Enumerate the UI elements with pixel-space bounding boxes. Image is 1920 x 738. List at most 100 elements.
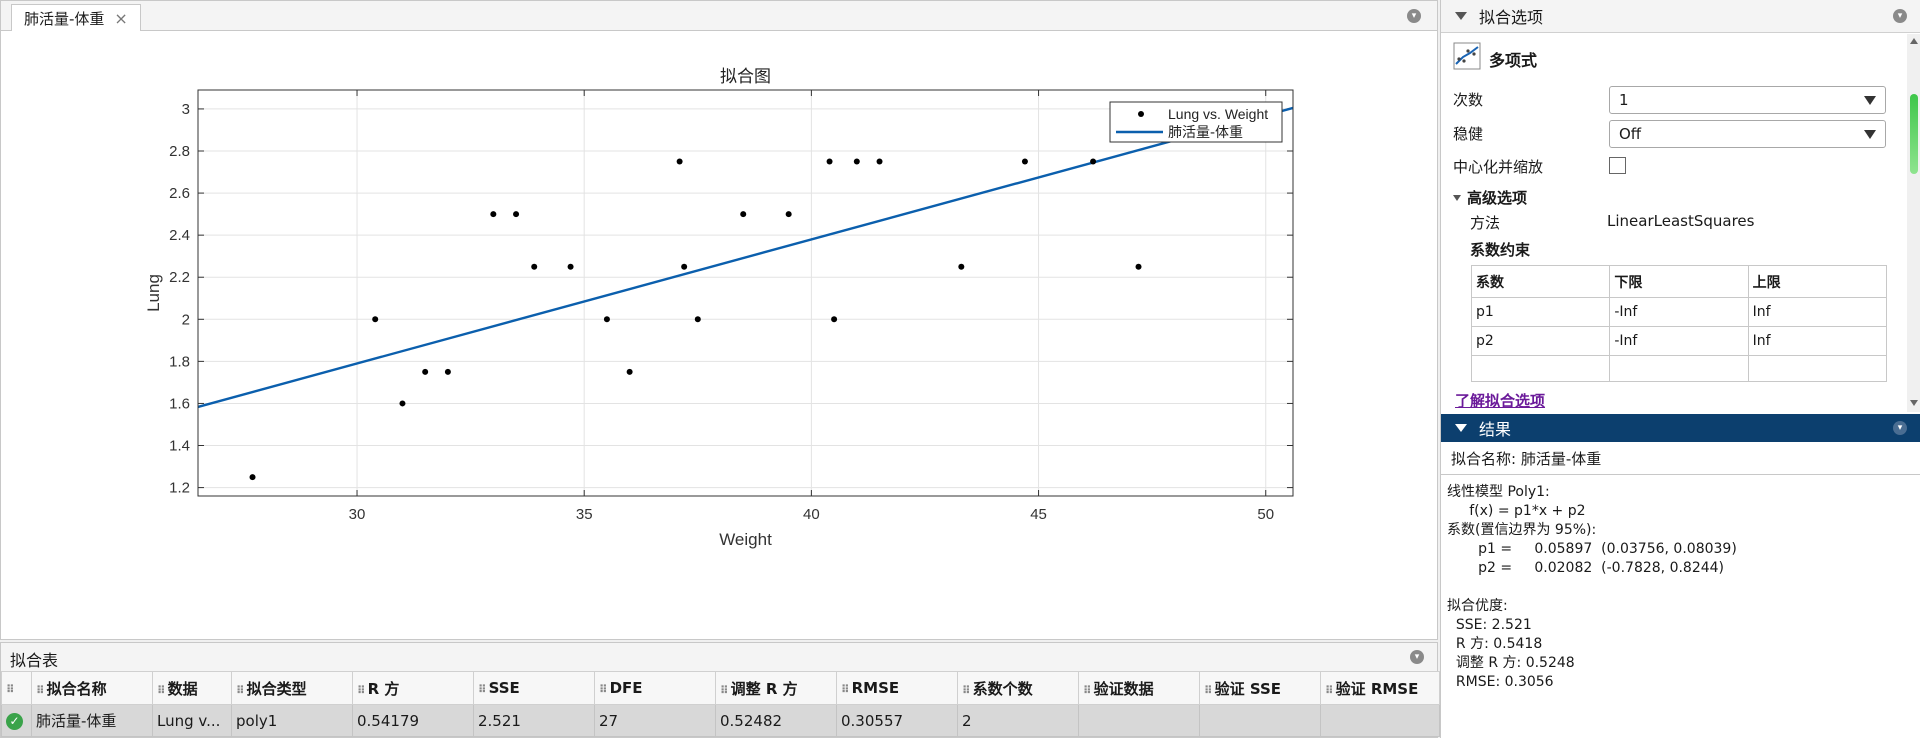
data-point bbox=[694, 316, 701, 323]
table-row[interactable]: ✓ 肺活量-体重 Lung v... poly1 0.54179 2.521 27 0.524… bbox=[1, 704, 1440, 737]
fit-table-column-header[interactable]: ⠿ 验证 SSE bbox=[1199, 671, 1321, 705]
fit-table-panel: 拟合表 ▾ ⠿ ⠿ 拟合名称 ⠿ 数据 ⠿ 拟合类型 ⠿ R 方 ⠿ SSE ⠿ DFE ⠿ 调整 R 方… bbox=[0, 642, 1440, 738]
row-status-cell: ✓ bbox=[1, 704, 32, 737]
data-point bbox=[513, 211, 520, 218]
table-cell[interactable] bbox=[1320, 704, 1440, 737]
fit-table-column-header[interactable]: ⠿ 拟合名称 bbox=[31, 671, 153, 705]
scroll-thumb[interactable] bbox=[1910, 94, 1918, 174]
fit-table-column-header[interactable]: ⠿ 验证数据 bbox=[1078, 671, 1200, 705]
fit-table-column-header[interactable]: ⠿ RMSE bbox=[836, 671, 958, 705]
fit-table-column-header[interactable]: ⠿ 验证 RMSE bbox=[1320, 671, 1440, 705]
panel-menu-icon[interactable]: ▾ bbox=[1407, 9, 1421, 23]
drag-grip-icon[interactable]: ⠿ bbox=[357, 683, 365, 697]
results-header-label: 结果 bbox=[1479, 420, 1512, 439]
table-cell[interactable]: 肺活量-体重 bbox=[31, 704, 153, 737]
column-header-label: 验证 SSE bbox=[1214, 679, 1281, 698]
data-point bbox=[1090, 158, 1097, 165]
close-icon[interactable]: × bbox=[114, 8, 128, 28]
data-point bbox=[399, 400, 406, 407]
fit-table-column-header[interactable]: ⠿ 拟合类型 bbox=[231, 671, 353, 705]
table-cell[interactable]: Lung v... bbox=[152, 704, 232, 737]
fit-table-column-header[interactable]: ⠿ 数据 bbox=[152, 671, 232, 705]
document-tab[interactable]: 肺活量-体重 × bbox=[11, 4, 141, 31]
drag-grip-icon[interactable]: ⠿ bbox=[236, 683, 244, 697]
learn-fit-options-link[interactable]: 了解拟合选项 bbox=[1455, 392, 1546, 410]
coef-column-header: 上限 bbox=[1747, 265, 1888, 298]
column-header-label: R 方 bbox=[367, 679, 400, 698]
drag-grip-icon[interactable]: ⠿ bbox=[36, 683, 44, 697]
legend-point-marker bbox=[1138, 111, 1144, 117]
data-point bbox=[826, 158, 833, 165]
fit-table-column-header[interactable]: ⠿ SSE bbox=[473, 671, 595, 705]
method-label: 方法 bbox=[1470, 214, 1501, 232]
fit-table-column-header[interactable]: ⠿ 系数个数 bbox=[957, 671, 1079, 705]
coef-column-header: 下限 bbox=[1609, 265, 1749, 298]
results-menu-icon[interactable]: ▾ bbox=[1893, 421, 1907, 435]
x-tick-label: 50 bbox=[1257, 506, 1274, 523]
x-tick-label: 35 bbox=[576, 506, 593, 523]
data-point bbox=[1135, 263, 1142, 270]
fit-type-label: 多项式 bbox=[1489, 51, 1538, 70]
advanced-options-toggle[interactable]: 高级选项 bbox=[1453, 187, 1527, 208]
results-line: 拟合优度: bbox=[1447, 598, 1508, 614]
results-header[interactable]: 结果 ▾ bbox=[1441, 414, 1920, 442]
drag-grip-icon[interactable]: ⠿ bbox=[1325, 683, 1333, 697]
coef-cell: p1 bbox=[1470, 297, 1611, 327]
drag-grip-icon[interactable]: ⠿ bbox=[1204, 683, 1212, 697]
options-scrollbar[interactable] bbox=[1907, 34, 1920, 412]
drag-grip-icon[interactable]: ⠿ bbox=[157, 683, 165, 697]
y-tick-label: 1.6 bbox=[169, 395, 190, 412]
coef-cell[interactable]: Inf bbox=[1747, 297, 1888, 327]
table-cell[interactable]: 2 bbox=[957, 704, 1079, 737]
fit-table: ⠿ ⠿ 拟合名称 ⠿ 数据 ⠿ 拟合类型 ⠿ R 方 ⠿ SSE ⠿ DFE ⠿ 调整 R 方 ⠿ RMSE ⠿… bbox=[1, 671, 1440, 737]
results-line: p1 = 0.05897 (0.03756, 0.08039) bbox=[1447, 541, 1737, 557]
options-menu-icon[interactable]: ▾ bbox=[1893, 9, 1907, 23]
drag-grip-icon[interactable]: ⠿ bbox=[599, 683, 607, 696]
collapse-triangle-icon[interactable] bbox=[1455, 424, 1467, 432]
coef-cell[interactable]: -Inf bbox=[1609, 326, 1749, 356]
fit-table-column-header[interactable]: ⠿ 调整 R 方 bbox=[715, 671, 837, 705]
coef-cell[interactable]: Inf bbox=[1747, 326, 1888, 356]
table-cell[interactable]: 27 bbox=[594, 704, 716, 737]
y-tick-label: 2 bbox=[182, 311, 190, 328]
scroll-down-icon[interactable] bbox=[1910, 400, 1918, 406]
data-point bbox=[740, 211, 747, 218]
table-cell[interactable]: 0.30557 bbox=[836, 704, 958, 737]
table-cell[interactable]: 0.52482 bbox=[715, 704, 837, 737]
fit-table-column-header[interactable]: ⠿ DFE bbox=[594, 671, 716, 705]
options-header[interactable]: 拟合选项 ▾ bbox=[1441, 0, 1920, 33]
table-cell[interactable] bbox=[1078, 704, 1200, 737]
drag-grip-icon[interactable]: ⠿ bbox=[720, 683, 728, 697]
collapse-triangle-icon[interactable] bbox=[1455, 12, 1467, 20]
document-tabbar: 肺活量-体重 × ▾ bbox=[1, 1, 1437, 31]
degree-select[interactable]: 1 bbox=[1609, 86, 1886, 114]
column-header-label: DFE bbox=[609, 679, 643, 697]
drag-grip-icon[interactable]: ⠿ bbox=[841, 683, 849, 696]
robust-value: Off bbox=[1619, 125, 1642, 143]
drag-grip-icon[interactable]: ⠿ bbox=[1083, 683, 1091, 697]
data-point bbox=[490, 211, 497, 218]
drag-grip-icon[interactable]: ⠿ bbox=[962, 683, 970, 697]
coef-cell[interactable]: -Inf bbox=[1609, 297, 1749, 327]
fit-plot[interactable]: 30 35 40 45 50 1.2 1.4 1.6 1.8 2 2.2 2.4 2.6 2.8 3 拟合图 W… bbox=[1, 32, 1437, 640]
data-point bbox=[531, 263, 538, 270]
drag-grip-icon[interactable]: ⠿ bbox=[478, 683, 486, 696]
center-scale-checkbox[interactable] bbox=[1609, 157, 1626, 174]
coef-cell bbox=[1609, 355, 1749, 382]
results-line bbox=[1447, 578, 1915, 597]
fit-table-menu-icon[interactable]: ▾ bbox=[1410, 650, 1424, 664]
data-point bbox=[676, 158, 683, 165]
table-cell[interactable] bbox=[1199, 704, 1321, 737]
robust-select[interactable]: Off bbox=[1609, 120, 1886, 148]
legend-label: Lung vs. Weight bbox=[1168, 106, 1268, 122]
robust-label: 稳健 bbox=[1453, 125, 1484, 143]
y-tick-label: 2.8 bbox=[169, 143, 190, 160]
fit-table-column-header[interactable]: ⠿ R 方 bbox=[352, 671, 474, 705]
scroll-up-icon[interactable] bbox=[1910, 38, 1918, 44]
table-cell[interactable]: 0.54179 bbox=[352, 704, 474, 737]
check-circle-icon: ✓ bbox=[6, 713, 23, 730]
y-tick-label: 2.2 bbox=[169, 269, 190, 286]
table-cell[interactable]: poly1 bbox=[231, 704, 353, 737]
table-cell[interactable]: 2.521 bbox=[473, 704, 595, 737]
data-point bbox=[853, 158, 860, 165]
